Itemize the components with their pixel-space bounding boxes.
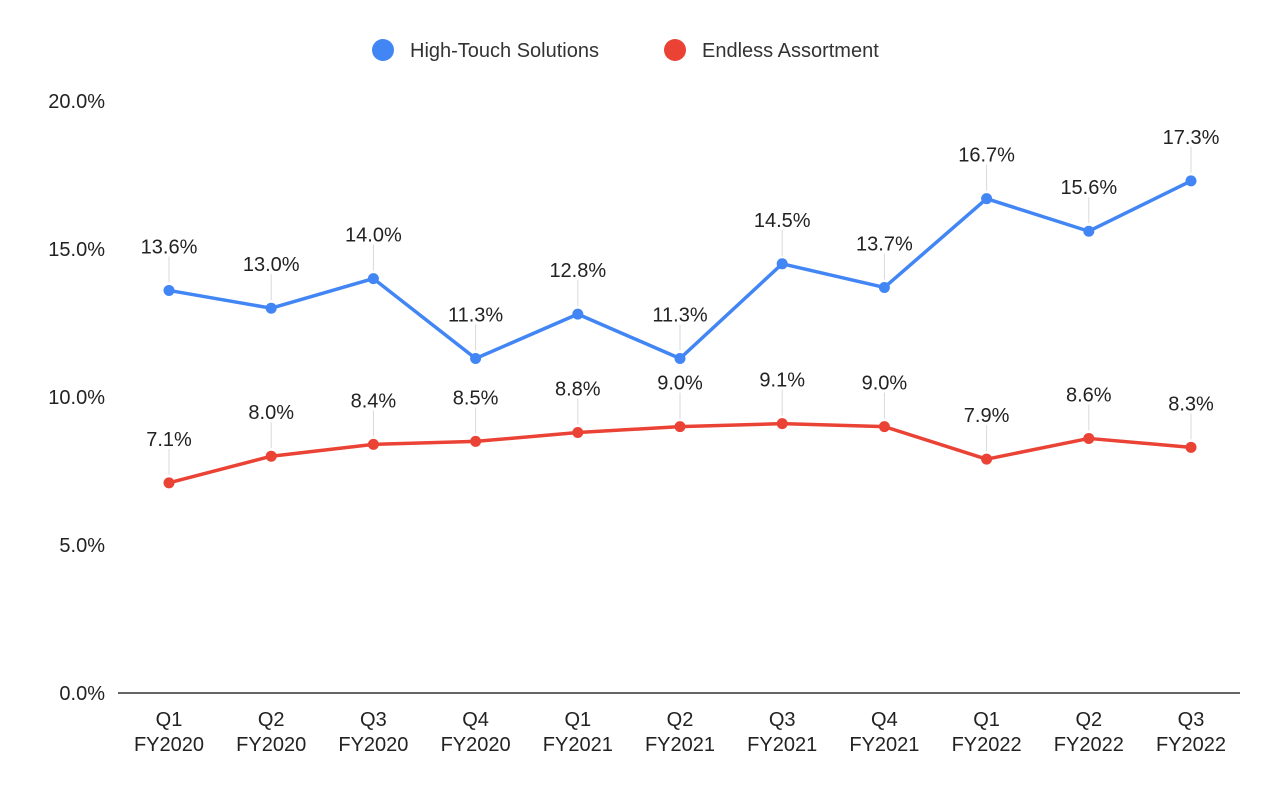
data-label: 13.0% [243,254,300,276]
data-label: 11.3% [448,305,503,327]
data-point [367,273,379,285]
data-point [470,435,482,447]
data-label: 8.0% [248,402,294,424]
y-tick-label: 15.0% [48,239,105,261]
data-point [265,302,277,314]
data-point [1185,175,1197,187]
data-point [1083,432,1095,444]
x-tick-label: Q2 FY2022 [1054,709,1124,756]
y-tick-label: 5.0% [59,535,105,557]
data-label: 8.8% [555,379,601,401]
series-group: 13.6% 13.0% 14.0% 11.3% 12.8% 11.3% 14.5% 13.7%… [141,127,1220,489]
x-tick-label: Q1 FY2020 [134,709,204,756]
y-axis: 0.0% 5.0% 10.0% 15.0% 20.0% [48,91,105,705]
x-tick-label: Q2 FY2021 [645,709,715,756]
legend-swatch [664,39,686,61]
data-point [572,427,584,439]
series-line [167,421,1193,485]
data-point [163,477,175,489]
data-label: 12.8% [549,260,606,282]
data-label: 7.1% [146,429,192,451]
data-point [265,450,277,462]
data-label: 9.0% [657,373,703,395]
x-tick-label: Q1 FY2022 [952,709,1022,756]
data-label: 11.3% [652,305,707,327]
data-label: 9.1% [759,370,805,392]
legend-item: High-Touch Solutions [372,39,599,62]
x-tick-label: Q4 FY2020 [441,709,511,756]
data-point [776,418,788,430]
data-point [878,281,890,293]
legend-swatch [372,39,394,61]
data-label: 16.7% [958,145,1015,167]
legend-label: Endless Assortment [702,40,879,62]
data-label: 7.9% [964,405,1010,427]
data-point [674,353,686,365]
data-label: 14.5% [754,210,811,232]
x-axis: Q1 FY2020 Q2 FY2020 Q3 FY2020 Q4 FY2020 Q1 FY2021… [118,692,1240,756]
series: 7.1% 8.0% 8.4% 8.5% 8.8% 9.0% 9.1% 9.0% 7.9% 8.6%… [146,370,1214,489]
legend: High-Touch Solutions Endless Assortment [372,39,879,62]
x-tick-label: Q3 FY2022 [1156,709,1226,756]
data-label: 13.6% [141,236,198,258]
data-label: 8.3% [1168,393,1214,415]
series: 13.6% 13.0% 14.0% 11.3% 12.8% 11.3% 14.5% 13.7%… [141,127,1220,365]
x-tick-label: Q2 FY2020 [236,709,306,756]
data-label: 8.4% [351,390,397,412]
label-leader-lines [168,146,1192,475]
data-label: 13.7% [856,233,913,255]
x-tick-label: Q3 FY2021 [747,709,817,756]
data-point [776,258,788,270]
data-point [1185,441,1197,453]
data-label: 14.0% [345,225,402,247]
data-label: 8.6% [1066,384,1112,406]
data-point [163,284,175,296]
y-tick-label: 20.0% [48,91,105,113]
data-point [1083,225,1095,237]
x-tick-label: Q4 FY2021 [849,709,919,756]
x-tick-label: Q3 FY2020 [338,709,408,756]
data-point [674,421,686,433]
data-point [878,421,890,433]
legend-label: High-Touch Solutions [410,40,599,62]
legend-item: Endless Assortment [664,39,879,62]
data-point [367,438,379,450]
data-point [981,453,993,465]
data-point [981,193,993,205]
y-tick-label: 0.0% [59,683,105,705]
data-point [572,308,584,320]
data-label: 17.3% [1163,127,1220,149]
data-label: 15.6% [1060,177,1117,199]
data-label: 9.0% [862,373,908,395]
x-tick-label: Q1 FY2021 [543,709,613,756]
data-label: 8.5% [453,387,499,409]
data-point [470,353,482,365]
y-tick-label: 10.0% [48,387,105,409]
